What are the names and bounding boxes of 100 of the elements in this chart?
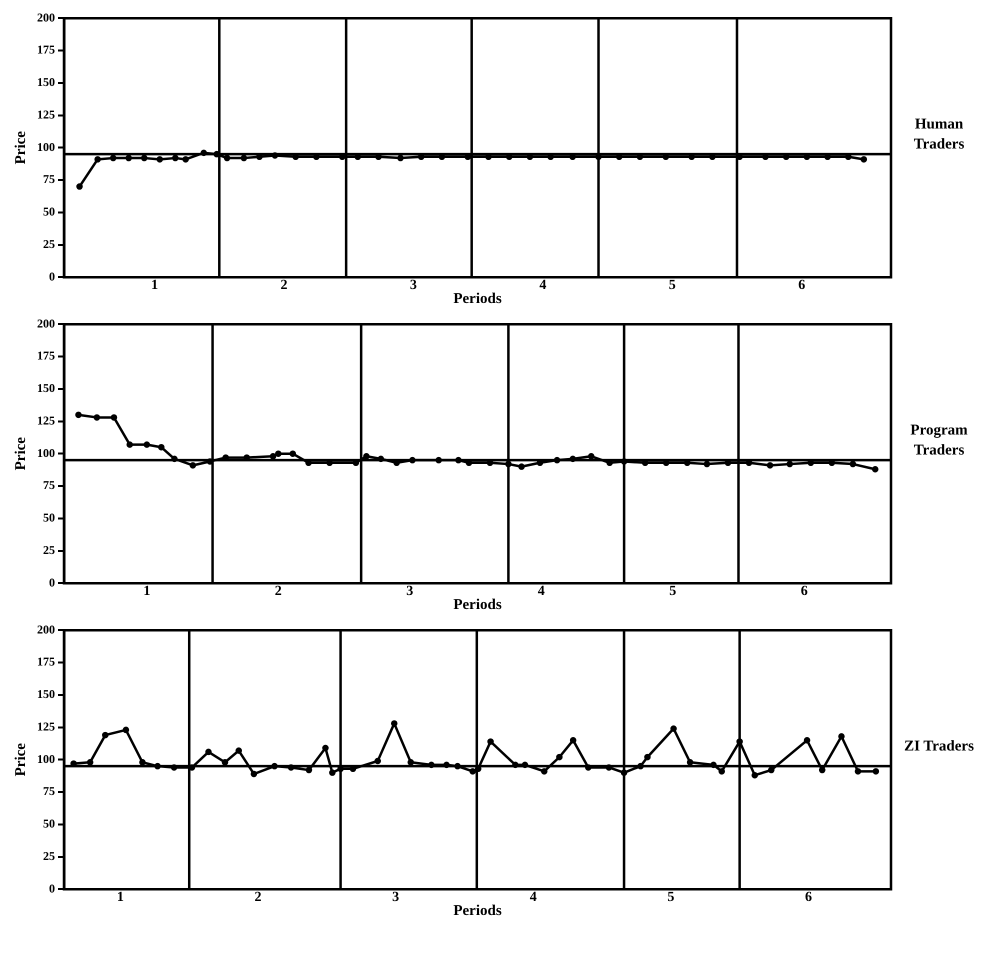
y-axis-title: Price <box>12 742 29 776</box>
point <box>110 414 118 421</box>
point <box>818 766 826 774</box>
y-tick-label: 25 <box>43 542 55 557</box>
point <box>686 759 694 766</box>
y-tick-label: 175 <box>37 654 55 669</box>
y-tick-label: 200 <box>37 316 55 330</box>
point <box>670 725 677 732</box>
y-tick-label: 0 <box>49 881 55 896</box>
x-tick-label: 6 <box>798 278 806 294</box>
y-tick-label: 175 <box>37 42 55 57</box>
point <box>736 738 743 745</box>
x-tick-label: 4 <box>538 584 545 600</box>
point <box>487 738 494 745</box>
point <box>804 737 810 744</box>
x-tick-label: 3 <box>392 890 400 906</box>
point <box>76 183 83 190</box>
point <box>271 762 278 770</box>
y-tick-label: 100 <box>37 752 55 766</box>
point <box>290 450 296 457</box>
point <box>455 456 462 464</box>
point <box>454 762 461 770</box>
point <box>329 769 336 776</box>
y-tick-label: 0 <box>49 575 55 590</box>
y-tick-label: 125 <box>37 719 55 734</box>
point <box>140 154 148 162</box>
point <box>606 764 612 771</box>
point <box>718 768 725 775</box>
x-tick-label: 4 <box>530 890 537 906</box>
point <box>620 769 628 776</box>
point <box>710 762 717 768</box>
x-tick-label: 3 <box>410 278 417 294</box>
point <box>222 759 228 766</box>
point <box>275 450 282 457</box>
point <box>122 726 130 734</box>
point <box>872 466 878 472</box>
x-tick-label: 2 <box>274 584 282 600</box>
point <box>752 772 758 778</box>
point <box>154 762 161 770</box>
point <box>397 154 404 162</box>
point <box>768 766 775 774</box>
y-tick-label: 75 <box>43 784 55 798</box>
point <box>75 412 82 418</box>
x-tick-label: 2 <box>280 278 288 294</box>
point <box>306 766 312 774</box>
x-axis-title: Periods <box>453 596 502 613</box>
point <box>469 768 476 775</box>
point <box>171 456 178 462</box>
point <box>126 441 133 448</box>
text: ZI Traders <box>904 738 974 755</box>
point <box>190 462 196 469</box>
y-tick-label: 150 <box>37 381 55 396</box>
x-tick-label: 5 <box>669 584 676 600</box>
point <box>443 762 450 768</box>
x-tick-label: 1 <box>116 890 124 906</box>
point <box>156 156 164 163</box>
point <box>200 150 208 156</box>
x-axis-title: Periods <box>453 902 502 919</box>
x-tick-label: 6 <box>800 584 808 600</box>
point <box>570 737 576 744</box>
point <box>236 747 242 754</box>
point <box>170 764 178 771</box>
x-tick-label: 4 <box>539 278 546 294</box>
point <box>139 759 146 766</box>
point <box>588 453 594 460</box>
y-tick-label: 50 <box>43 510 55 525</box>
point <box>637 762 644 770</box>
point <box>272 152 278 159</box>
point <box>250 770 258 778</box>
point <box>158 444 165 450</box>
point <box>363 453 370 460</box>
y-tick-label: 50 <box>43 204 55 219</box>
point <box>182 156 189 163</box>
point <box>240 154 248 162</box>
point <box>435 456 442 464</box>
point <box>850 460 856 468</box>
point <box>408 759 414 766</box>
y-tick-label: 50 <box>43 816 55 831</box>
point <box>518 463 525 470</box>
point <box>766 462 774 469</box>
point <box>585 764 592 771</box>
point <box>378 456 384 462</box>
y-tick-label: 175 <box>37 348 55 363</box>
y-tick-label: 75 <box>43 478 55 492</box>
x-tick-label: 1 <box>151 278 158 294</box>
point <box>556 754 563 760</box>
text: Program Traders <box>910 422 968 459</box>
x-axis-title: Periods <box>453 290 502 307</box>
point <box>94 156 101 163</box>
x-tick-label: 5 <box>667 890 674 906</box>
point <box>620 458 628 465</box>
point <box>554 456 560 464</box>
point <box>86 759 94 766</box>
point <box>540 768 548 775</box>
point <box>288 764 294 771</box>
x-tick-label: 2 <box>254 890 262 906</box>
point <box>144 441 150 448</box>
point <box>94 414 100 421</box>
point <box>205 748 212 756</box>
y-tick-label: 100 <box>37 446 55 460</box>
